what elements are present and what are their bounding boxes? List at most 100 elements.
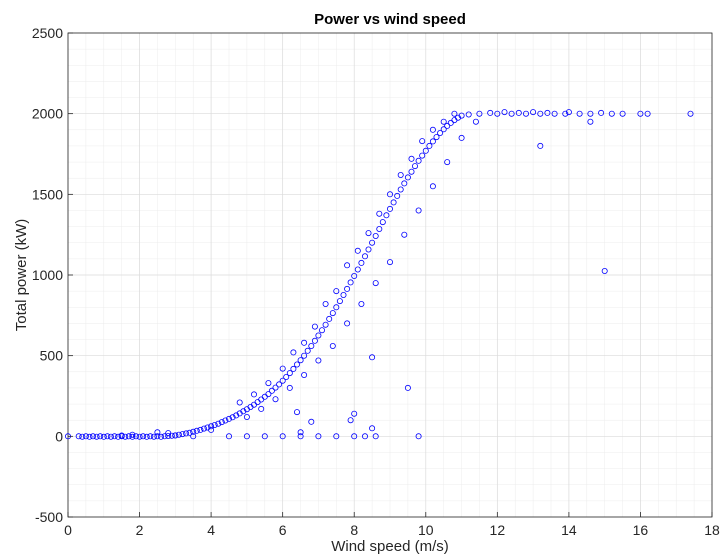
data-point [297, 357, 304, 364]
data-point [329, 342, 336, 349]
data-point [523, 110, 530, 117]
data-point [272, 384, 279, 391]
data-point [283, 373, 290, 380]
data-point [200, 425, 207, 432]
y-tick-label: 0 [55, 428, 63, 444]
data-point [290, 365, 297, 372]
data-point [132, 433, 139, 440]
data-point [286, 370, 293, 377]
y-tick-label: 1000 [32, 267, 63, 283]
data-point [451, 110, 458, 117]
data-point [458, 134, 465, 141]
data-point [372, 232, 379, 239]
data-point [411, 163, 418, 170]
data-point [601, 267, 608, 274]
data-point [258, 396, 265, 403]
data-point [390, 199, 397, 206]
data-point [301, 352, 308, 359]
data-point [172, 432, 179, 439]
data-point [297, 429, 304, 436]
data-point [336, 298, 343, 305]
data-point [147, 433, 154, 440]
x-axis-label: Wind speed (m/s) [331, 538, 449, 555]
data-point [383, 212, 390, 219]
data-point [565, 109, 572, 116]
data-point [326, 315, 333, 322]
data-point [426, 142, 433, 149]
data-point [279, 377, 286, 384]
y-tick-label: 2000 [32, 106, 63, 122]
data-point [465, 111, 472, 118]
data-point [197, 426, 204, 433]
data-point [222, 417, 229, 424]
data-point [165, 430, 172, 437]
data-point [190, 428, 197, 435]
data-point [93, 433, 100, 440]
data-point [354, 247, 361, 254]
data-point [301, 339, 308, 346]
data-point [179, 431, 186, 438]
data-point [422, 147, 429, 154]
data-point [415, 157, 422, 164]
data-point [190, 433, 197, 440]
data-point [487, 109, 494, 116]
x-tick-label: 4 [207, 522, 215, 538]
data-point [408, 155, 415, 162]
data-point [376, 225, 383, 232]
data-point [429, 138, 436, 145]
data-point [333, 288, 340, 295]
data-point [100, 433, 107, 440]
data-point [619, 110, 626, 117]
data-point [537, 142, 544, 149]
data-point [293, 409, 300, 416]
data-point [243, 433, 250, 440]
data-point [315, 357, 322, 364]
data-points [65, 109, 694, 440]
data-point [408, 168, 415, 175]
data-point [508, 110, 515, 117]
data-point [208, 423, 215, 430]
data-point [472, 118, 479, 125]
data-point [118, 432, 125, 439]
data-point [86, 433, 93, 440]
y-axis-label: Total power (kW) [13, 219, 30, 332]
data-point [347, 417, 354, 424]
data-point [379, 219, 386, 226]
grid [67, 32, 713, 518]
data-point [415, 207, 422, 214]
data-point [598, 109, 605, 116]
data-point [397, 186, 404, 193]
data-point [340, 291, 347, 298]
data-point [415, 433, 422, 440]
data-point [258, 405, 265, 412]
data-point [265, 391, 272, 398]
y-tick-label: -500 [35, 509, 63, 525]
data-point [354, 266, 361, 273]
data-point [322, 321, 329, 328]
data-point [215, 420, 222, 427]
data-point [433, 134, 440, 141]
data-point [501, 109, 508, 116]
data-point [175, 431, 182, 438]
data-point [157, 433, 164, 440]
data-point [329, 310, 336, 317]
data-point [576, 110, 583, 117]
data-point [447, 119, 454, 126]
data-point [236, 399, 243, 406]
data-point [376, 210, 383, 217]
data-point [386, 205, 393, 212]
data-point [154, 429, 161, 436]
data-point [308, 342, 315, 349]
data-point [243, 413, 250, 420]
data-point [225, 415, 232, 422]
data-point [129, 431, 136, 438]
data-point [308, 418, 315, 425]
data-point [394, 192, 401, 199]
data-point [637, 110, 644, 117]
data-point [183, 430, 190, 437]
data-point [272, 396, 279, 403]
data-point [608, 110, 615, 117]
chart-title: Power vs wind speed [314, 11, 466, 28]
